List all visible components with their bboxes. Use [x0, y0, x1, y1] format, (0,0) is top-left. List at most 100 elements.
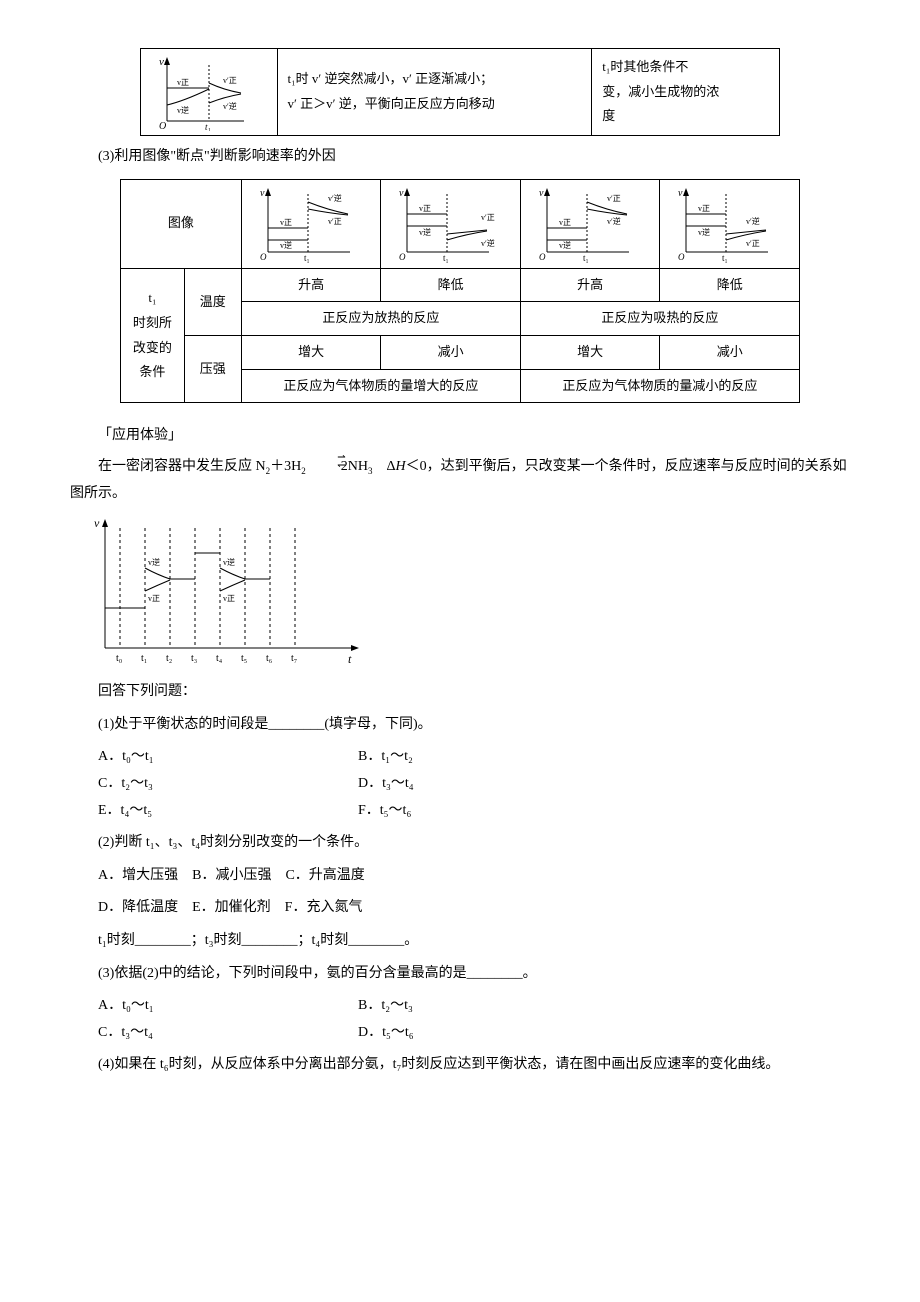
graph-a: v O t₁ v正 v逆 v′逆 v′正: [250, 184, 360, 264]
section-title: 「应用体验」: [70, 421, 850, 448]
q2-opts2: D．降低温度 E．加催化剂 F．充入氮气: [70, 895, 850, 922]
svg-text:v正: v正: [280, 218, 292, 227]
svg-text:t₁: t₁: [443, 253, 449, 263]
svg-text:v′逆: v′逆: [481, 238, 495, 248]
q1-optE: E．t₄～t₅: [70, 798, 330, 825]
svg-text:t₁: t₁: [205, 122, 211, 131]
cell-r1c1: 升高: [241, 268, 381, 302]
t1-desc-1: t₁时 v′ 逆突然减小，v′ 正逐渐减小；: [288, 71, 494, 86]
svg-text:v′逆: v′逆: [328, 193, 342, 203]
graph-d: v O t₁ v正 v逆 v′逆 v′正: [668, 184, 778, 264]
svg-text:v: v: [678, 188, 683, 199]
svg-text:O: O: [260, 252, 267, 262]
t1-right-3: 度: [602, 108, 615, 123]
svg-text:v正: v正: [698, 204, 710, 213]
svg-text:O: O: [678, 252, 685, 262]
graph-b: v O t₁ v正 v逆 v′正 v′逆: [389, 184, 499, 264]
svg-text:v逆: v逆: [698, 227, 710, 237]
q1-optD: D．t₃～t₄: [330, 771, 414, 798]
svg-text:v逆: v逆: [419, 227, 431, 237]
cell-r3c2: 减小: [381, 336, 521, 370]
svg-text:v′正: v′正: [607, 194, 621, 203]
svg-text:v′正: v′正: [481, 213, 495, 222]
q1: (1)处于平衡状态的时间段是________(填字母，下同)。: [70, 712, 850, 739]
svg-text:v′逆: v′逆: [746, 216, 760, 226]
graph-c: v O t₁ v正 v逆 v′正 v′逆: [529, 184, 639, 264]
svg-text:t₅: t₅: [241, 653, 247, 664]
cell-r1c4: 降低: [660, 268, 800, 302]
cell-r1c3: 升高: [520, 268, 660, 302]
svg-text:t: t: [348, 652, 352, 666]
q4: (4)如果在 t₆时刻，从反应体系中分离出部分氨，t₇时刻反应达到平衡状态，请在…: [70, 1052, 850, 1079]
cell-r4b: 正反应为气体物质的量减小的反应: [520, 369, 799, 403]
cell-r3c4: 减小: [660, 336, 800, 370]
cell-r3c3: 增大: [520, 336, 660, 370]
cell-r4a: 正反应为气体物质的量增大的反应: [241, 369, 520, 403]
svg-text:v逆: v逆: [177, 105, 189, 115]
q3: (3)依据(2)中的结论，下列时间段中，氨的百分含量最高的是________。: [70, 961, 850, 988]
svg-text:v正: v正: [148, 594, 160, 603]
q1-optF: F．t₅～t₆: [330, 798, 411, 825]
svg-text:O: O: [539, 252, 546, 262]
svg-text:v正: v正: [177, 78, 189, 87]
q2-blanks: t₁时刻________；t₃时刻________；t₄时刻________。: [70, 928, 850, 955]
svg-text:t₇: t₇: [291, 653, 297, 664]
q1-optB: B．t₁～t₂: [330, 744, 413, 771]
svg-text:t₁: t₁: [304, 253, 310, 263]
svg-text:v′正: v′正: [328, 217, 342, 226]
q3-optC: C．t₃～t₄: [70, 1020, 330, 1047]
q2-opts1: A．增大压强 B．减小压强 C．升高温度: [70, 863, 850, 890]
svg-text:v: v: [260, 188, 265, 199]
svg-text:v: v: [94, 516, 100, 530]
svg-text:v正: v正: [419, 204, 431, 213]
svg-text:v′逆: v′逆: [223, 101, 237, 111]
q3-optB: B．t₂～t₃: [330, 993, 413, 1020]
left-t1: t₁: [148, 290, 156, 305]
svg-text:v: v: [539, 188, 544, 199]
svg-text:v正: v正: [559, 218, 571, 227]
cell-r2b: 正反应为吸热的反应: [520, 302, 799, 336]
intro-text: 在一密闭容器中发生反应 N2＋3H2 ⇀↽ 2NH3 ΔH＜0，达到平衡后，只改…: [70, 454, 850, 507]
heading-3: (3)利用图像"断点"判断影响速率的外因: [70, 144, 850, 171]
svg-text:v: v: [399, 188, 404, 199]
svg-text:t₀: t₀: [116, 653, 123, 664]
svg-text:t₁: t₁: [141, 653, 147, 664]
t1-desc-2: v′ 正＞v′ 逆，平衡向正反应方向移动: [288, 96, 495, 111]
svg-text:t₁: t₁: [722, 253, 728, 263]
col-header-image: 图像: [121, 179, 242, 268]
svg-text:t₁: t₁: [583, 253, 589, 263]
table-breakpoint: 图像 v O t₁ v正 v逆 v′逆 v′正 v O t₁ v正 v逆: [120, 179, 800, 404]
q3-optA: A．t₀～t₁: [70, 993, 330, 1020]
cell-r1c2: 降低: [381, 268, 521, 302]
svg-text:v逆: v逆: [559, 240, 571, 250]
svg-text:O: O: [399, 252, 406, 262]
svg-text:t₄: t₄: [216, 653, 223, 664]
q1-optA: A．t₀～t₁: [70, 744, 330, 771]
left-mid: 时刻所: [133, 315, 172, 330]
svg-text:v′逆: v′逆: [607, 216, 621, 226]
rate-graph-1: v O t₁ v正 v逆 v′正 v′逆: [149, 53, 249, 131]
t1-right-1: t₁时其他条件不: [602, 59, 688, 74]
left-bot: 条件: [139, 364, 165, 379]
cell-r2a: 正反应为放热的反应: [241, 302, 520, 336]
left-mid2: 改变的: [133, 340, 172, 355]
svg-text:v正: v正: [223, 594, 235, 603]
svg-text:v′正: v′正: [746, 239, 760, 248]
table-rate-change: v O t₁ v正 v逆 v′正 v′逆 t₁时 v′ 逆突然减小，v′ 正逐渐…: [140, 48, 780, 136]
svg-text:v逆: v逆: [280, 240, 292, 250]
cell-r3c1: 增大: [241, 336, 381, 370]
temp-label: 温度: [184, 268, 241, 335]
q1-optC: C．t₂～t₃: [70, 771, 330, 798]
main-rate-graph: v t t₀ t₁ t₂ t₃ t₄ t₅ t₆ t₇ v逆 v正: [70, 513, 370, 673]
svg-text:v逆: v逆: [148, 557, 160, 567]
svg-text:t₃: t₃: [191, 653, 197, 664]
svg-text:O: O: [159, 121, 166, 131]
svg-text:v′正: v′正: [223, 76, 237, 85]
svg-text:t₆: t₆: [266, 653, 273, 664]
pressure-label: 压强: [184, 336, 241, 403]
svg-text:v逆: v逆: [223, 557, 235, 567]
q2: (2)判断 t₁、t₃、t₄时刻分别改变的一个条件。: [70, 830, 850, 857]
svg-text:t₂: t₂: [166, 653, 172, 664]
q3-optD: D．t₅～t₆: [330, 1020, 414, 1047]
t1-right-2: 变，减小生成物的浓: [602, 84, 719, 99]
